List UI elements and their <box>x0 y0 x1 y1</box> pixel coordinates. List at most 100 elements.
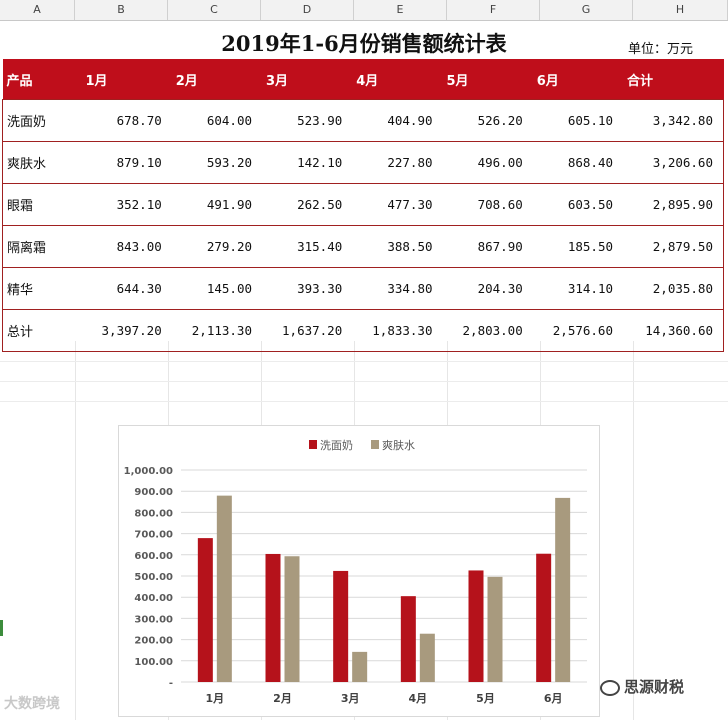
bar-series-1 <box>333 570 349 682</box>
table-cell[interactable]: 3,397.20 <box>81 309 172 352</box>
header-cell-jan[interactable]: 1月 <box>81 59 172 100</box>
table-cell[interactable]: 491.90 <box>171 183 262 226</box>
table-cell[interactable]: 204.30 <box>442 267 533 310</box>
column-header-d[interactable]: D <box>261 0 354 20</box>
table-cell[interactable]: 477.30 <box>352 183 443 226</box>
table-cell[interactable]: 精华 <box>2 267 82 310</box>
table-cell[interactable]: 2,113.30 <box>171 309 262 352</box>
bar-series-2 <box>487 576 503 682</box>
table-cell[interactable]: 2,879.50 <box>623 225 724 268</box>
y-tick-label: - <box>169 678 173 689</box>
table-cell[interactable]: 593.20 <box>171 141 262 184</box>
table-cell[interactable]: 867.90 <box>442 225 533 268</box>
x-tick-label: 5月 <box>476 692 495 705</box>
table-cell[interactable]: 3,342.80 <box>623 99 724 142</box>
sheet-title[interactable]: 2019年1-6月份销售额统计表 <box>221 31 507 56</box>
table-row-total: 总计 3,397.20 2,113.30 1,637.20 1,833.30 2… <box>2 309 724 352</box>
table-cell[interactable]: 227.80 <box>352 141 443 184</box>
table-cell[interactable]: 2,576.60 <box>532 309 623 352</box>
header-cell-jun[interactable]: 6月 <box>532 59 623 100</box>
column-header-a[interactable]: A <box>0 0 75 20</box>
y-tick-label: 200.00 <box>134 636 173 647</box>
watermark-left-text: 大数跨境 <box>4 696 60 712</box>
y-tick-label: 900.00 <box>134 487 173 498</box>
table-cell[interactable]: 洗面奶 <box>2 99 82 142</box>
column-header-f[interactable]: F <box>447 0 540 20</box>
table-cell[interactable]: 404.90 <box>352 99 443 142</box>
bar-series-2 <box>555 497 571 682</box>
table-cell[interactable]: 604.00 <box>171 99 262 142</box>
column-header-b[interactable]: B <box>75 0 168 20</box>
x-tick-label: 6月 <box>544 692 563 705</box>
header-cell-may[interactable]: 5月 <box>442 59 533 100</box>
table-cell[interactable]: 708.60 <box>442 183 533 226</box>
bar-series-2 <box>419 633 435 682</box>
column-header-h[interactable]: H <box>633 0 728 20</box>
column-header-g[interactable]: G <box>540 0 633 20</box>
watermark-right-text: 思源财税 <box>624 678 685 696</box>
table-cell[interactable]: 352.10 <box>81 183 172 226</box>
table-cell[interactable]: 496.00 <box>442 141 533 184</box>
table-cell[interactable]: 眼霜 <box>2 183 82 226</box>
y-tick-label: 1,000.00 <box>124 466 173 477</box>
legend-label: 洗面奶 <box>320 438 353 452</box>
table-cell[interactable]: 185.50 <box>532 225 623 268</box>
table-cell[interactable]: 隔离霜 <box>2 225 82 268</box>
header-cell-mar[interactable]: 3月 <box>262 59 353 100</box>
x-tick-label: 1月 <box>206 692 225 705</box>
header-cell-feb[interactable]: 2月 <box>171 59 262 100</box>
table-cell[interactable]: 1,637.20 <box>262 309 353 352</box>
table-cell[interactable]: 523.90 <box>262 99 353 142</box>
table-cell[interactable]: 334.80 <box>352 267 443 310</box>
table-cell[interactable]: 2,895.90 <box>623 183 724 226</box>
table-cell[interactable]: 314.10 <box>532 267 623 310</box>
table-cell[interactable]: 843.00 <box>81 225 172 268</box>
y-tick-label: 700.00 <box>134 530 173 541</box>
table-cell[interactable]: 388.50 <box>352 225 443 268</box>
table-cell[interactable]: 868.40 <box>532 141 623 184</box>
sales-bar-chart[interactable]: - 100.00 200.00 300.00 400.00 500.00 600.00 700… <box>118 425 600 717</box>
x-tick-label: 4月 <box>409 692 428 705</box>
table-cell[interactable]: 145.00 <box>171 267 262 310</box>
table-cell[interactable]: 605.10 <box>532 99 623 142</box>
header-cell-product[interactable]: 产品 <box>2 59 82 100</box>
table-cell[interactable]: 1,833.30 <box>352 309 443 352</box>
column-header-c[interactable]: C <box>168 0 261 20</box>
column-header-e[interactable]: E <box>354 0 447 20</box>
bar-series-1 <box>536 553 552 682</box>
table-cell[interactable]: 393.30 <box>262 267 353 310</box>
table-row: 洗面奶 678.70 604.00 523.90 404.90 526.20 6… <box>2 99 724 142</box>
table-cell[interactable]: 2,803.00 <box>442 309 533 352</box>
wechat-icon <box>600 679 620 696</box>
bar-series-2 <box>216 495 232 682</box>
table-cell[interactable]: 678.70 <box>81 99 172 142</box>
table-cell[interactable]: 315.40 <box>262 225 353 268</box>
table-cell[interactable]: 14,360.60 <box>623 309 724 352</box>
table-cell[interactable]: 2,035.80 <box>623 267 724 310</box>
bar-series-2 <box>352 651 368 682</box>
table-cell[interactable]: 279.20 <box>171 225 262 268</box>
legend-label: 爽肤水 <box>382 438 415 452</box>
table-cell[interactable]: 526.20 <box>442 99 533 142</box>
sales-table: 产品 1月 2月 3月 4月 5月 6月 合计 洗面奶 678.70 604.0… <box>2 59 724 352</box>
table-cell[interactable]: 爽肤水 <box>2 141 82 184</box>
table-cell[interactable]: 262.50 <box>262 183 353 226</box>
y-tick-label: 100.00 <box>134 657 173 668</box>
table-cell[interactable]: 603.50 <box>532 183 623 226</box>
unit-label[interactable]: 单位：万元 <box>628 42 694 57</box>
bar-series-1 <box>265 553 281 682</box>
watermark-left: 大数跨境 <box>4 693 60 713</box>
bar-series-2 <box>284 556 300 682</box>
table-cell[interactable]: 3,206.60 <box>623 141 724 184</box>
chart-canvas: - 100.00 200.00 300.00 400.00 500.00 600.00 700… <box>124 438 587 705</box>
table-cell[interactable]: 总计 <box>2 309 82 352</box>
table-row: 隔离霜 843.00 279.20 315.40 388.50 867.90 1… <box>2 225 724 268</box>
gridline <box>0 381 728 382</box>
header-cell-apr[interactable]: 4月 <box>352 59 443 100</box>
sheet-edge-marker <box>0 620 3 636</box>
table-cell[interactable]: 142.10 <box>262 141 353 184</box>
header-cell-total[interactable]: 合计 <box>623 59 724 100</box>
table-cell[interactable]: 644.30 <box>81 267 172 310</box>
x-tick-label: 2月 <box>273 692 292 705</box>
table-cell[interactable]: 879.10 <box>81 141 172 184</box>
